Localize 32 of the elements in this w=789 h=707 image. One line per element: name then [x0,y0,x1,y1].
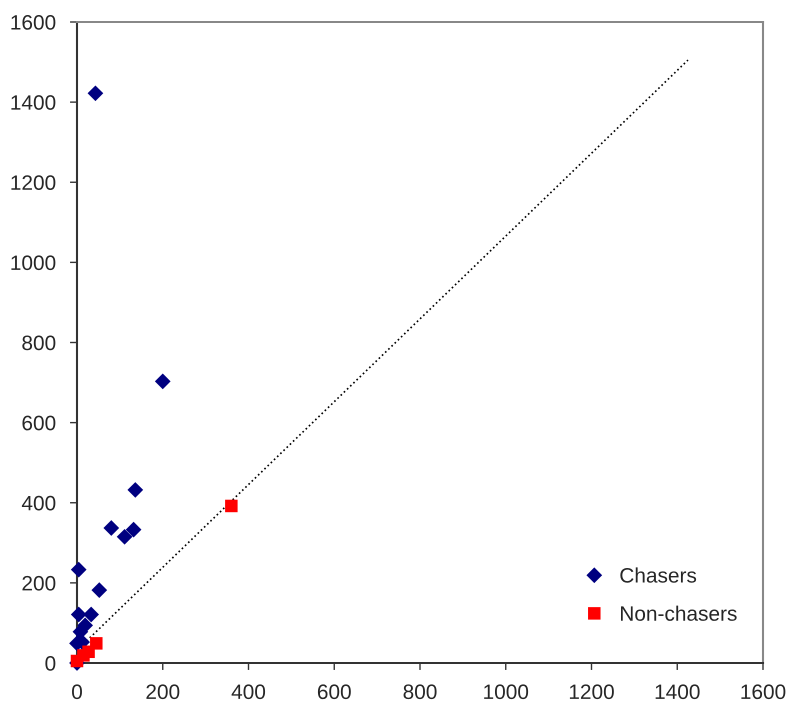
point [70,654,84,668]
point [126,522,142,538]
point [116,528,132,545]
point [70,606,87,622]
x-tick-label: 600 [318,684,351,700]
legend-label: Chasers [620,567,696,583]
x-tick-label: 400 [232,684,266,700]
y-tick-label: 600 [22,416,56,430]
point [83,606,100,622]
x-tick-label: 200 [146,684,180,700]
legend-label: Non-chasers [621,606,737,621]
y-tick-label: 1000 [11,255,56,270]
x-tick-label: 800 [404,684,437,700]
y-tick-label: 200 [22,576,56,591]
point [225,500,238,512]
point [127,482,144,498]
x-tick-label: 1000 [484,684,528,700]
x-tick-label: 0 [72,684,82,700]
point [70,562,87,578]
y-tick-label: 1600 [11,15,56,30]
x-tick-label: 1200 [570,684,614,700]
y-tick-label: 1400 [11,95,56,110]
point [154,374,171,390]
point [88,85,104,102]
x-tick-label: 1400 [656,684,700,700]
y-tick-label: 1200 [11,175,56,190]
x-tick-label: 1600 [741,684,786,700]
point [91,582,108,598]
point [103,520,120,536]
y-tick-label: 0 [45,656,56,671]
y-tick-label: 800 [22,336,56,350]
y-tick-label: 400 [22,496,56,511]
